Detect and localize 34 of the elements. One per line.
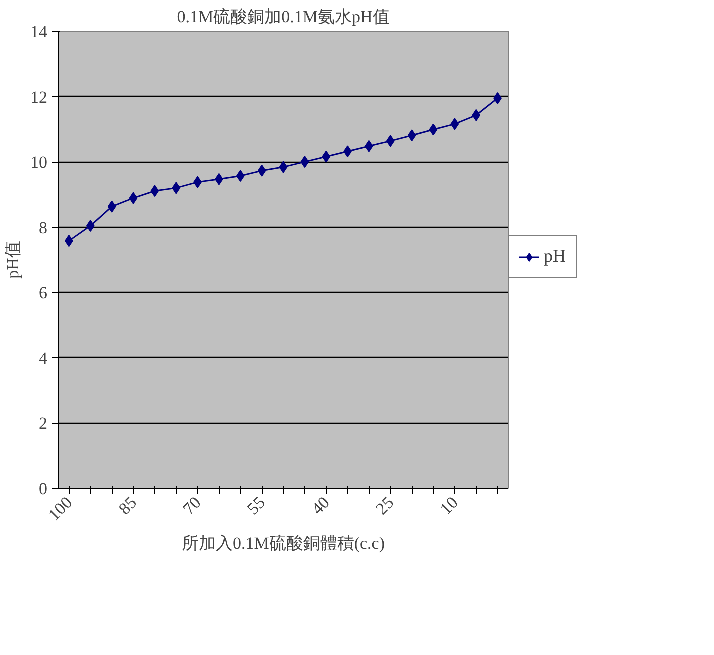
y-tick-label: 4 bbox=[39, 348, 48, 368]
y-tick-label: 2 bbox=[39, 414, 48, 434]
x-axis-title: 所加入0.1M硫酸銅體積(c.c) bbox=[182, 534, 386, 554]
chart-title: 0.1M硫酸銅加0.1M氨水pH值 bbox=[177, 8, 390, 26]
y-axis-title: pH值 bbox=[4, 241, 22, 279]
point bbox=[258, 164, 266, 177]
point bbox=[236, 170, 245, 182]
y-tick-label: 14 bbox=[30, 22, 48, 42]
legend-label: pH bbox=[544, 246, 566, 267]
x-tick-label: 25 bbox=[372, 493, 398, 519]
point bbox=[150, 185, 160, 198]
x-tick-label: 85 bbox=[115, 493, 141, 519]
y-tick-label: 0 bbox=[39, 480, 48, 498]
point bbox=[450, 118, 460, 130]
point bbox=[300, 156, 310, 168]
x-tick-label: 70 bbox=[179, 493, 205, 519]
point bbox=[129, 192, 138, 204]
point bbox=[108, 200, 116, 213]
x-tick-label: 40 bbox=[308, 493, 334, 519]
point bbox=[429, 124, 438, 136]
point bbox=[322, 150, 331, 163]
x-tick-label: 100 bbox=[44, 493, 76, 525]
point bbox=[472, 109, 481, 122]
point bbox=[386, 135, 395, 148]
x-tick-label: 10 bbox=[436, 493, 462, 519]
x-tick-label: 55 bbox=[244, 493, 270, 519]
y-tick-label: 12 bbox=[30, 88, 48, 107]
y-tick-label: 10 bbox=[30, 153, 48, 172]
point bbox=[408, 130, 416, 142]
y-tick-label: 8 bbox=[39, 218, 48, 238]
point bbox=[279, 161, 288, 174]
point bbox=[86, 220, 95, 232]
y-tick-label: 6 bbox=[39, 284, 48, 303]
point bbox=[172, 182, 181, 194]
